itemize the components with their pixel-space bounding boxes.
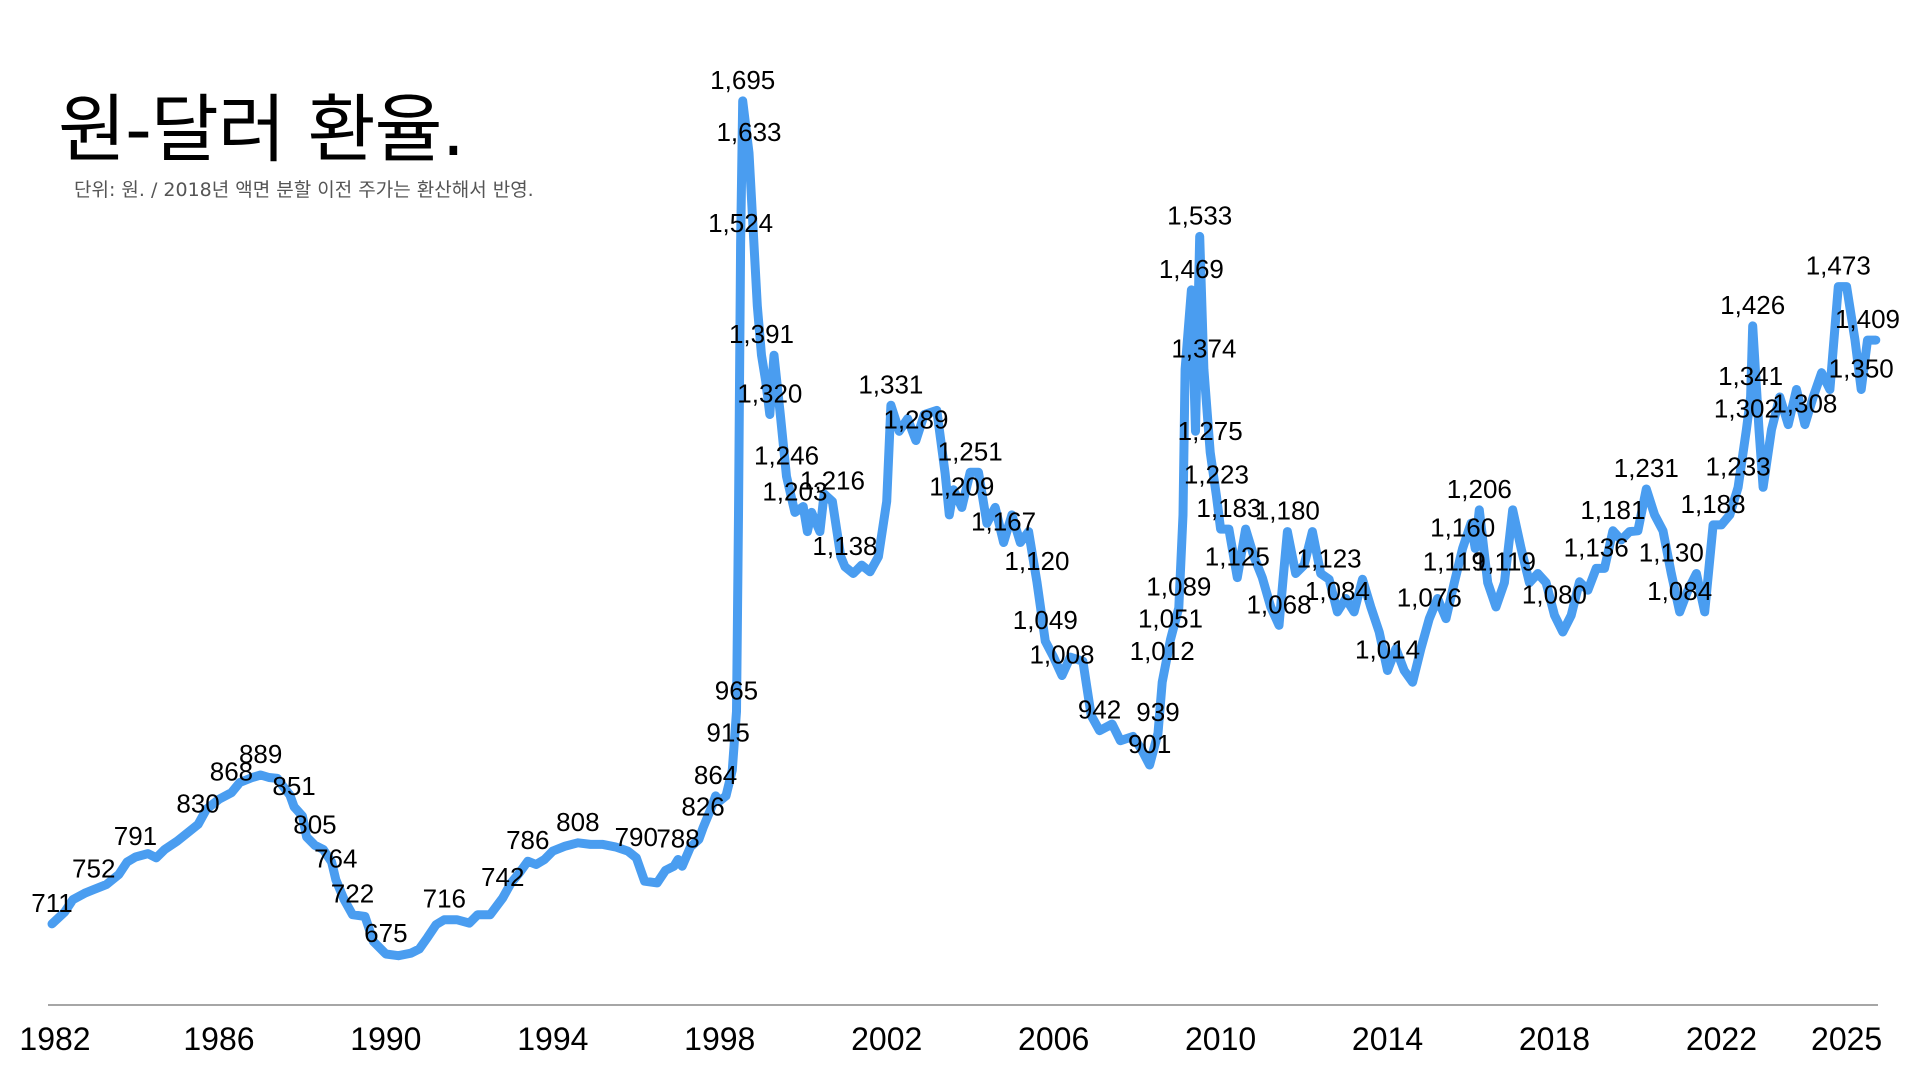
data-label: 942 [1078,695,1121,725]
data-label: 1,080 [1522,579,1587,609]
data-label: 1,183 [1196,493,1261,523]
data-label: 1,341 [1718,361,1783,391]
data-label: 1,049 [1013,605,1078,635]
data-label: 1,320 [737,379,802,409]
data-label: 1,246 [754,440,819,470]
data-label: 1,120 [1004,546,1069,576]
data-label: 1,695 [710,65,775,95]
data-label: 1,125 [1205,542,1270,572]
line-layer [47,96,1881,961]
data-label: 805 [293,809,336,839]
data-label: 1,008 [1029,639,1094,669]
data-label: 1,374 [1171,333,1236,363]
data-label: 791 [114,821,157,851]
data-label: 1,251 [938,436,1003,466]
data-label: 1,350 [1829,353,1894,383]
x-tick-label: 2002 [851,1021,922,1057]
data-label: 1,533 [1167,200,1232,230]
x-tick-label: 1998 [684,1021,755,1057]
x-tick-label: 2014 [1352,1021,1423,1057]
data-label: 1,426 [1720,290,1785,320]
data-label: 1,331 [858,369,923,399]
x-tick-label: 2022 [1686,1021,1757,1057]
data-label: 788 [656,823,699,853]
data-label: 1,473 [1806,251,1871,281]
data-label: 864 [694,760,737,790]
data-label: 1,119 [1473,547,1536,577]
data-label: 786 [506,825,549,855]
data-label: 826 [681,792,724,822]
data-label: 1,524 [708,208,773,238]
series-line [47,96,1881,961]
data-label: 1,136 [1564,532,1629,562]
data-label: 1,391 [729,319,794,349]
data-label: 742 [481,862,524,892]
data-label: 808 [556,807,599,837]
data-label: 1,068 [1246,589,1311,619]
data-label: 851 [272,771,315,801]
data-label: 1,302 [1714,394,1779,424]
data-label: 716 [423,884,466,914]
data-label: 1,084 [1647,576,1712,606]
data-label: 1,119 [1423,547,1486,577]
data-label: 1,130 [1639,537,1704,567]
data-label: 1,123 [1297,543,1362,573]
data-label: 1,206 [1447,474,1512,504]
data-label: 1,181 [1580,495,1645,525]
data-label: 1,012 [1130,636,1195,666]
data-label: 752 [72,854,115,884]
data-label: 790 [615,822,658,852]
data-label: 1,180 [1255,496,1320,526]
data-label: 1,051 [1138,604,1203,634]
chart-subtitle: 단위: 원. / 2018년 액면 분할 이전 주가는 환산해서 반영. [74,179,534,201]
x-tick-label: 2018 [1519,1021,1590,1057]
data-label: 1,216 [800,466,865,496]
data-label: 764 [314,844,357,874]
data-label: 1,233 [1706,451,1771,481]
data-label: 1,203 [762,476,827,506]
data-label: 889 [239,739,282,769]
data-label: 1,308 [1772,389,1837,419]
data-label: 675 [364,918,407,948]
data-label: 1,223 [1184,460,1249,490]
data-label: 1,160 [1430,512,1495,542]
chart-title: 원-달러 환율. [58,87,465,173]
x-tick-label: 2006 [1018,1021,1089,1057]
data-label: 1,409 [1835,304,1900,334]
data-label: 939 [1136,697,1179,727]
x-axis: 1982 1986 1990 1994 1998 2002 2006 2010 2014 2018… [19,1004,1882,1057]
data-label: 1,084 [1305,576,1370,606]
x-tick-label: 2025 [1811,1021,1882,1057]
data-label: 1,167 [971,507,1036,537]
data-label: 1,014 [1355,634,1420,664]
data-label: 1,289 [883,404,948,434]
data-label: 1,138 [812,531,877,561]
data-label: 1,089 [1146,572,1211,602]
x-tick-label: 1982 [19,1021,90,1057]
data-label: 1,275 [1178,416,1243,446]
data-label: 722 [331,879,374,909]
data-label: 1,188 [1681,489,1746,519]
data-label: 1,209 [929,471,994,501]
data-label: 1,231 [1614,453,1679,483]
x-tick-label: 2010 [1185,1021,1256,1057]
data-label: 1,076 [1397,583,1462,613]
x-tick-label: 1994 [517,1021,588,1057]
data-label: 915 [706,717,749,747]
x-tick-label: 1990 [350,1021,421,1057]
x-tick-label: 1986 [183,1021,254,1057]
data-label: 1,469 [1159,254,1224,284]
data-label: 830 [176,788,219,818]
data-label: 711 [31,888,72,918]
data-label: 868 [210,757,253,787]
data-label: 965 [715,675,758,705]
data-label: 901 [1128,729,1171,759]
data-label: 1,633 [716,117,781,147]
